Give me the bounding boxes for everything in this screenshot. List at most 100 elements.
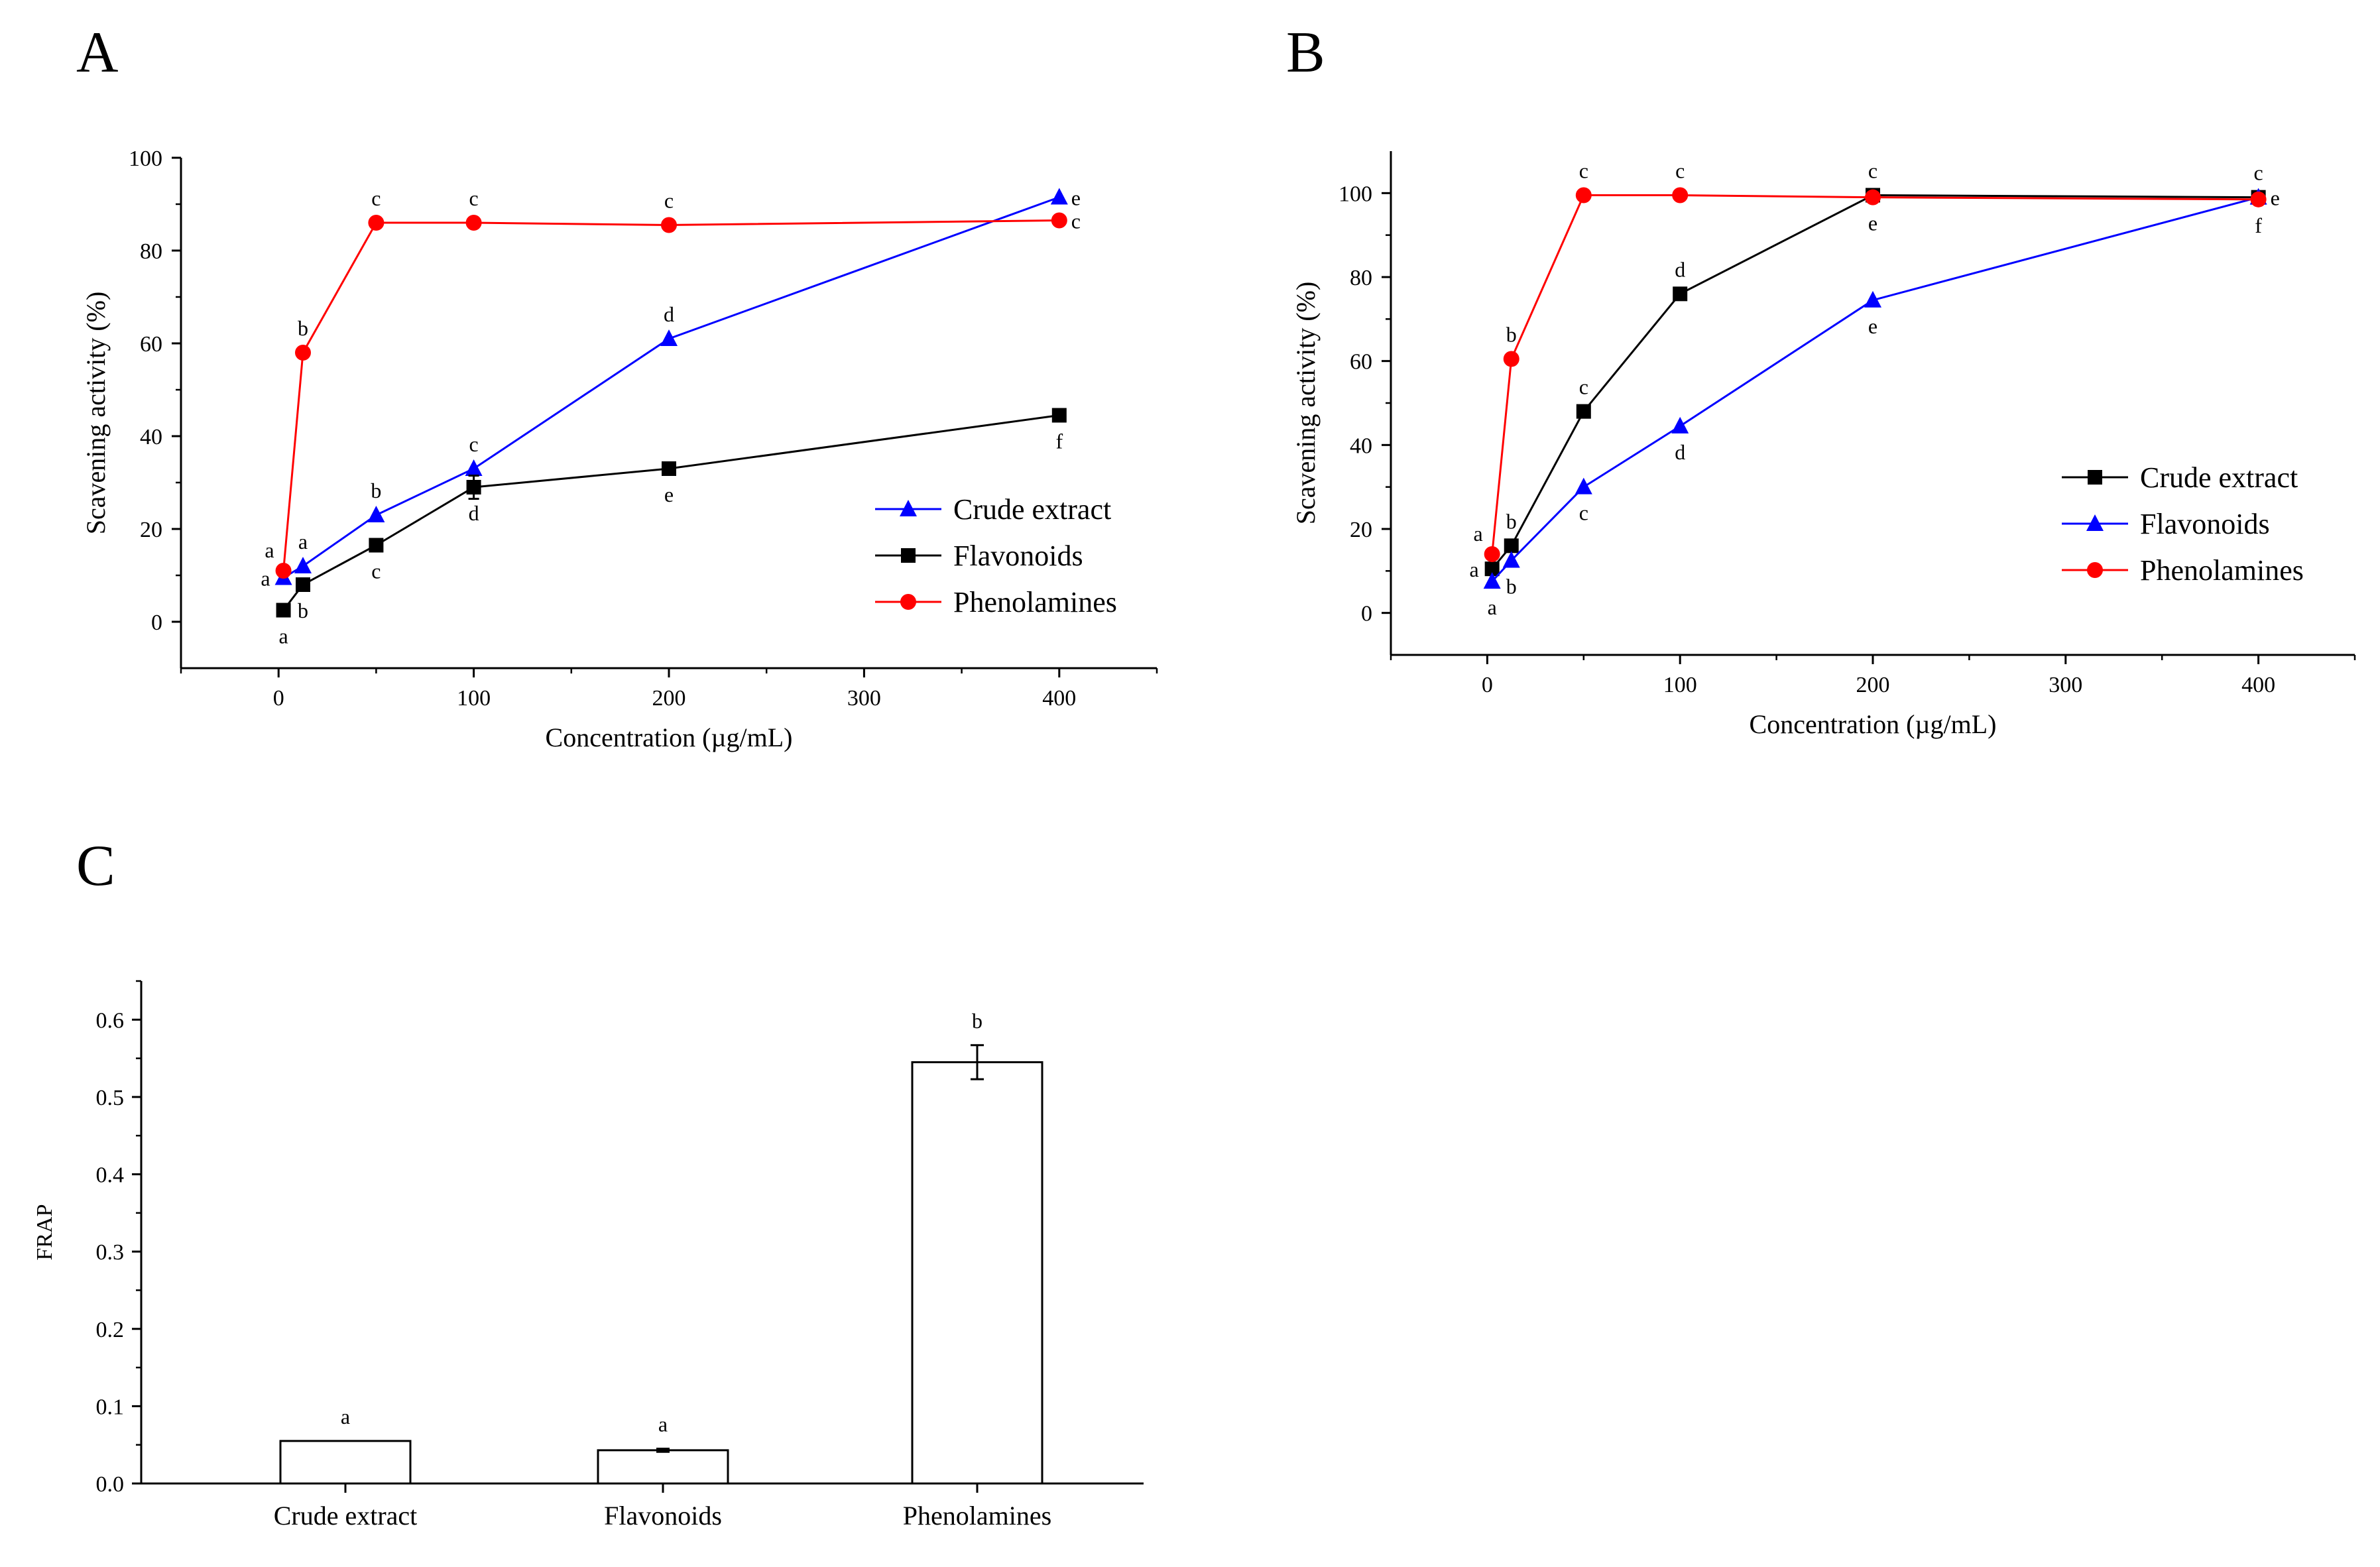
chart-b: 0 100 200 300 400 0 20 40 60 80 100 Concentration (… [1291,151,2356,739]
significance-label: b [298,599,308,622]
series-line [1491,194,2259,555]
significance-label: a [1488,595,1497,619]
y-axis-title: Scavening activity (%) [81,292,111,535]
significance-label: b [1506,575,1517,599]
y-axis-title: Scavening activity (%) [1291,282,1321,525]
significance-label: c [1579,501,1588,525]
legend-marker [2086,514,2104,531]
y-tick-label: 0 [151,610,162,635]
significance-label: d [469,501,479,525]
data-point [1483,572,1501,589]
data-point [1673,286,1688,302]
bar [911,1061,1043,1485]
panel-label-a: A [76,21,119,85]
significance-label: c [1675,159,1685,183]
significance-label: e [1868,211,1877,235]
x-tick-label: 300 [2049,673,2082,697]
data-point [275,563,292,579]
significance-label: c [371,186,381,210]
significance-label: b [298,316,308,340]
series-line [282,219,1059,571]
data-point [1576,404,1591,419]
data-point [1502,551,1520,568]
x-tick-label: 100 [1663,673,1697,697]
data-point [1575,187,1592,203]
significance-label: c [664,189,674,213]
data-point [1671,416,1689,434]
y-tick-label: 100 [1339,182,1372,206]
significance-label: a [1469,557,1478,581]
data-point [465,215,482,231]
significance-label: b [371,479,381,502]
y-tick-label: 60 [1350,350,1372,375]
significance-label: e [2271,186,2280,210]
x-tick-label: Phenolamines [903,1501,1051,1531]
legend-label: Crude extract [2140,461,2298,494]
significance-label: d [664,302,674,326]
data-point [466,480,481,494]
legend-label: Flavonoids [953,540,1083,572]
y-tick-label: 20 [1350,518,1372,542]
x-tick-label: 0 [1482,673,1493,697]
x-tick-label: 0 [273,686,284,711]
significance-label: c [371,559,381,583]
y-tick-label: 20 [140,518,162,542]
chart-a: 0 100 200 300 400 0 20 40 60 80 100 Concentration (… [81,146,1158,752]
y-tick-label: 100 [129,146,162,171]
significance-label: a [265,538,274,562]
significance-label: c [469,186,478,210]
y-tick-label: 40 [140,425,162,449]
panel-label-b: B [1286,21,1325,85]
significance-label: a [1473,522,1482,546]
significance-label: a [298,530,308,553]
x-tick-label: 400 [2241,673,2275,697]
significance-label: c [1868,159,1877,183]
data-point [1051,408,1067,423]
significance-label: e [1868,314,1877,338]
x-tick-label: 100 [457,686,491,711]
y-tick-label: 0.2 [96,1318,125,1342]
data-point [1575,477,1592,494]
legend-label: Crude extract [953,493,1111,526]
y-tick-label: 60 [140,332,162,357]
x-tick-label: 400 [1042,686,1076,711]
data-point [296,577,310,592]
y-tick-label: 0.0 [96,1472,125,1497]
data-point [661,217,677,233]
significance-label: a [341,1405,350,1428]
data-point [369,538,384,553]
legend-marker [2087,562,2103,578]
data-point [1865,189,1881,205]
significance-label: b [972,1009,982,1033]
legend-marker [900,594,916,610]
legend-marker [2088,470,2102,485]
significance-label: d [1675,440,1685,464]
y-tick-label: 0.3 [96,1240,125,1265]
y-tick-label: 80 [140,239,162,264]
data-point [368,215,385,231]
x-axis-title: Concentration (µg/mL) [546,723,793,752]
significance-label: a [278,624,288,648]
x-tick-label: 200 [652,686,686,711]
data-point [276,603,291,618]
significance-label: e [664,483,674,506]
significance-label: a [658,1413,668,1436]
x-tick-label: 200 [1856,673,1890,697]
data-point [1504,538,1519,553]
data-point [1864,290,1881,308]
x-tick-label: Flavonoids [604,1501,722,1531]
legend-label: Phenolamines [2140,554,2304,587]
significance-label: b [1506,509,1517,533]
x-axis-title: Concentration (µg/mL) [1750,709,1997,739]
y-axis-title: FRAP [32,1204,57,1260]
data-point [465,459,483,476]
significance-label: d [1675,257,1685,281]
x-tick-label: Crude extract [274,1501,418,1531]
significance-label: c [469,432,478,456]
bar [597,1449,729,1485]
significance-label: c [2253,161,2263,185]
significance-label: b [1506,323,1517,347]
significance-label: c [1579,375,1588,399]
y-tick-label: 80 [1350,266,1372,290]
